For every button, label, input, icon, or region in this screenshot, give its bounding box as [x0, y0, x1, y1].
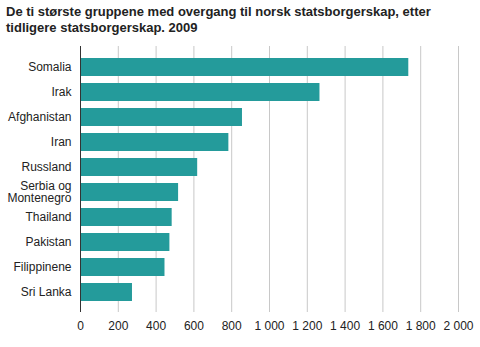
svg-text:Russland: Russland: [21, 160, 71, 174]
svg-text:1 000: 1 000: [254, 319, 284, 333]
svg-text:Serbia ogMontenegro: Serbia ogMontenegro: [7, 179, 71, 205]
svg-text:Iran: Iran: [51, 135, 72, 149]
svg-text:0: 0: [77, 319, 84, 333]
svg-text:1 800: 1 800: [406, 319, 436, 333]
svg-text:200: 200: [108, 319, 128, 333]
svg-text:Thailand: Thailand: [25, 210, 71, 224]
svg-text:Irak: Irak: [51, 85, 72, 99]
svg-text:2 000: 2 000: [443, 319, 473, 333]
svg-text:1 200: 1 200: [292, 319, 322, 333]
svg-text:Afghanistan: Afghanistan: [8, 110, 71, 124]
svg-text:1 600: 1 600: [368, 319, 398, 333]
svg-text:Sri Lanka: Sri Lanka: [21, 285, 72, 299]
svg-text:1 400: 1 400: [330, 319, 360, 333]
svg-text:400: 400: [146, 319, 166, 333]
html-text:De ti største gruppene med ove: De ti største gruppene med overgang til …: [6, 4, 431, 35]
svg-text:600: 600: [184, 319, 204, 333]
svg-text:Filippinene: Filippinene: [13, 260, 71, 274]
svg-text:Pakistan: Pakistan: [25, 235, 71, 249]
svg-text:800: 800: [222, 319, 242, 333]
svg-text:Somalia: Somalia: [28, 60, 72, 74]
